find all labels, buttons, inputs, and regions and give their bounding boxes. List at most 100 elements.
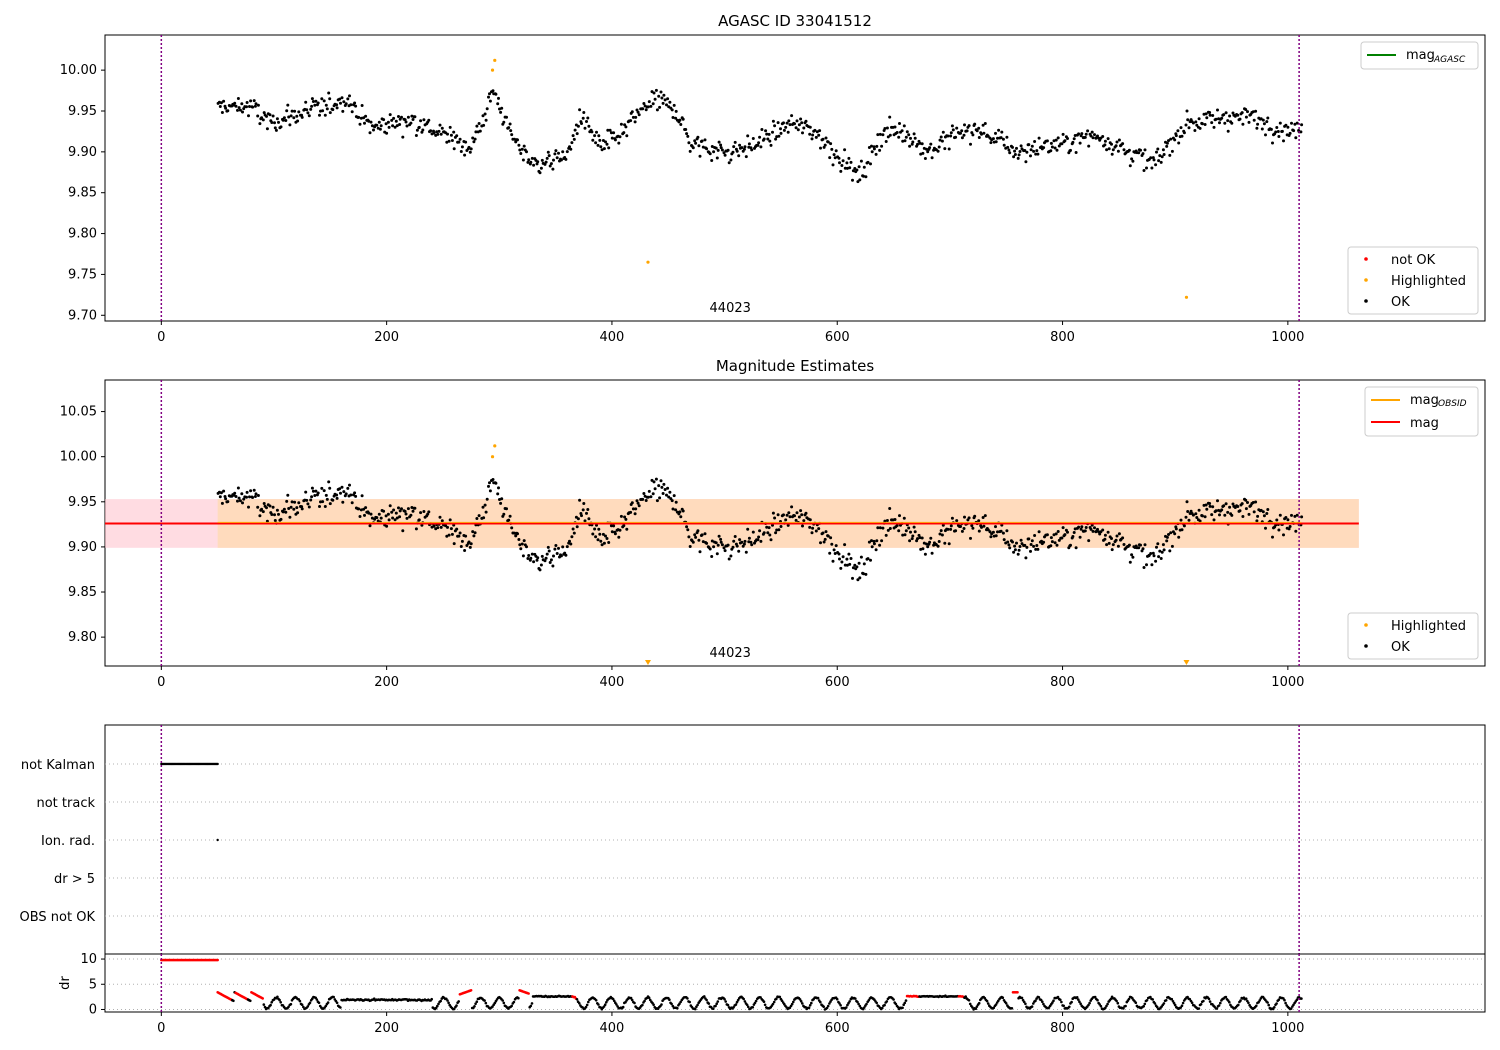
data-point — [1103, 533, 1107, 537]
data-point — [636, 110, 640, 114]
dr-point — [1300, 997, 1303, 1000]
data-point — [646, 495, 650, 499]
data-point — [253, 495, 257, 498]
data-point — [513, 531, 516, 535]
data-point — [949, 131, 953, 135]
data-point — [625, 134, 629, 138]
data-point — [841, 159, 845, 163]
data-point — [270, 513, 274, 516]
data-point — [623, 515, 627, 519]
data-point — [297, 501, 301, 505]
data-point — [830, 147, 834, 151]
data-point — [1000, 130, 1004, 134]
data-point — [743, 539, 747, 543]
data-point — [674, 508, 678, 512]
data-point — [1032, 149, 1036, 153]
data-point — [1071, 140, 1075, 144]
data-point — [742, 147, 746, 151]
data-point — [553, 152, 557, 156]
x-tick-label: 200 — [374, 1021, 399, 1036]
data-point — [1193, 129, 1197, 132]
data-point — [921, 151, 925, 155]
data-point — [1275, 518, 1279, 522]
dr-point — [1104, 1006, 1107, 1010]
data-point — [557, 151, 560, 155]
data-point — [394, 511, 398, 515]
data-point — [518, 543, 522, 547]
data-point — [484, 118, 488, 122]
data-point — [271, 505, 275, 509]
data-point — [481, 114, 485, 118]
data-point — [561, 545, 565, 549]
dr-point — [1247, 1001, 1250, 1005]
dr-point — [1099, 1004, 1103, 1008]
data-point — [446, 525, 449, 529]
data-point — [420, 523, 424, 527]
data-point — [1240, 502, 1244, 506]
data-point — [325, 497, 329, 501]
data-point — [722, 151, 726, 155]
data-point — [349, 103, 353, 107]
data-point — [843, 543, 847, 547]
data-point — [696, 529, 700, 533]
data-point — [1049, 141, 1053, 145]
dr-point — [686, 997, 689, 1000]
data-point — [926, 150, 930, 154]
data-point — [601, 532, 605, 536]
data-point — [342, 490, 346, 494]
data-point — [719, 146, 723, 150]
data-point — [403, 118, 407, 122]
data-point — [840, 164, 844, 167]
data-point — [982, 524, 986, 528]
data-point — [1012, 550, 1016, 554]
data-point — [723, 549, 727, 553]
data-point — [1158, 549, 1162, 553]
data-point — [300, 507, 304, 511]
data-point — [712, 545, 716, 549]
data-point — [617, 141, 621, 145]
data-point — [949, 527, 953, 531]
data-point — [849, 160, 853, 164]
data-point — [273, 126, 277, 130]
data-point — [1060, 536, 1064, 540]
data-point — [923, 552, 927, 556]
data-point — [289, 505, 293, 509]
data-point — [641, 497, 645, 501]
dr-point — [714, 1004, 717, 1008]
data-point — [1186, 510, 1190, 513]
data-point — [971, 133, 975, 137]
data-point — [851, 169, 855, 173]
dr-point — [975, 1005, 979, 1008]
data-point — [546, 545, 550, 549]
y-tick-label: 9.75 — [68, 267, 97, 282]
dr-point — [512, 1000, 516, 1004]
data-point — [1161, 543, 1165, 547]
data-point — [612, 131, 616, 135]
dr-point — [688, 1000, 691, 1004]
data-point — [970, 524, 974, 528]
data-point — [1277, 528, 1281, 532]
data-point — [851, 566, 855, 570]
data-point — [1116, 149, 1120, 153]
data-point — [923, 157, 927, 160]
data-point — [564, 553, 568, 557]
legend-highlighted-marker — [1364, 278, 1368, 282]
dr-point — [1116, 1001, 1120, 1005]
dr-point — [883, 1003, 886, 1007]
data-point — [878, 526, 882, 530]
data-point — [622, 131, 626, 135]
data-point — [421, 128, 425, 132]
dr-point — [1173, 1003, 1177, 1007]
data-point — [1208, 113, 1212, 117]
dr-point — [493, 1001, 497, 1005]
data-point — [1223, 121, 1227, 125]
data-point — [746, 527, 750, 531]
data-point — [491, 89, 495, 93]
data-point — [1107, 147, 1111, 151]
data-point — [569, 147, 573, 151]
data-point — [595, 523, 598, 527]
data-point — [245, 495, 248, 499]
data-point — [975, 129, 979, 133]
data-point — [335, 496, 339, 500]
dr-point — [629, 996, 633, 1000]
